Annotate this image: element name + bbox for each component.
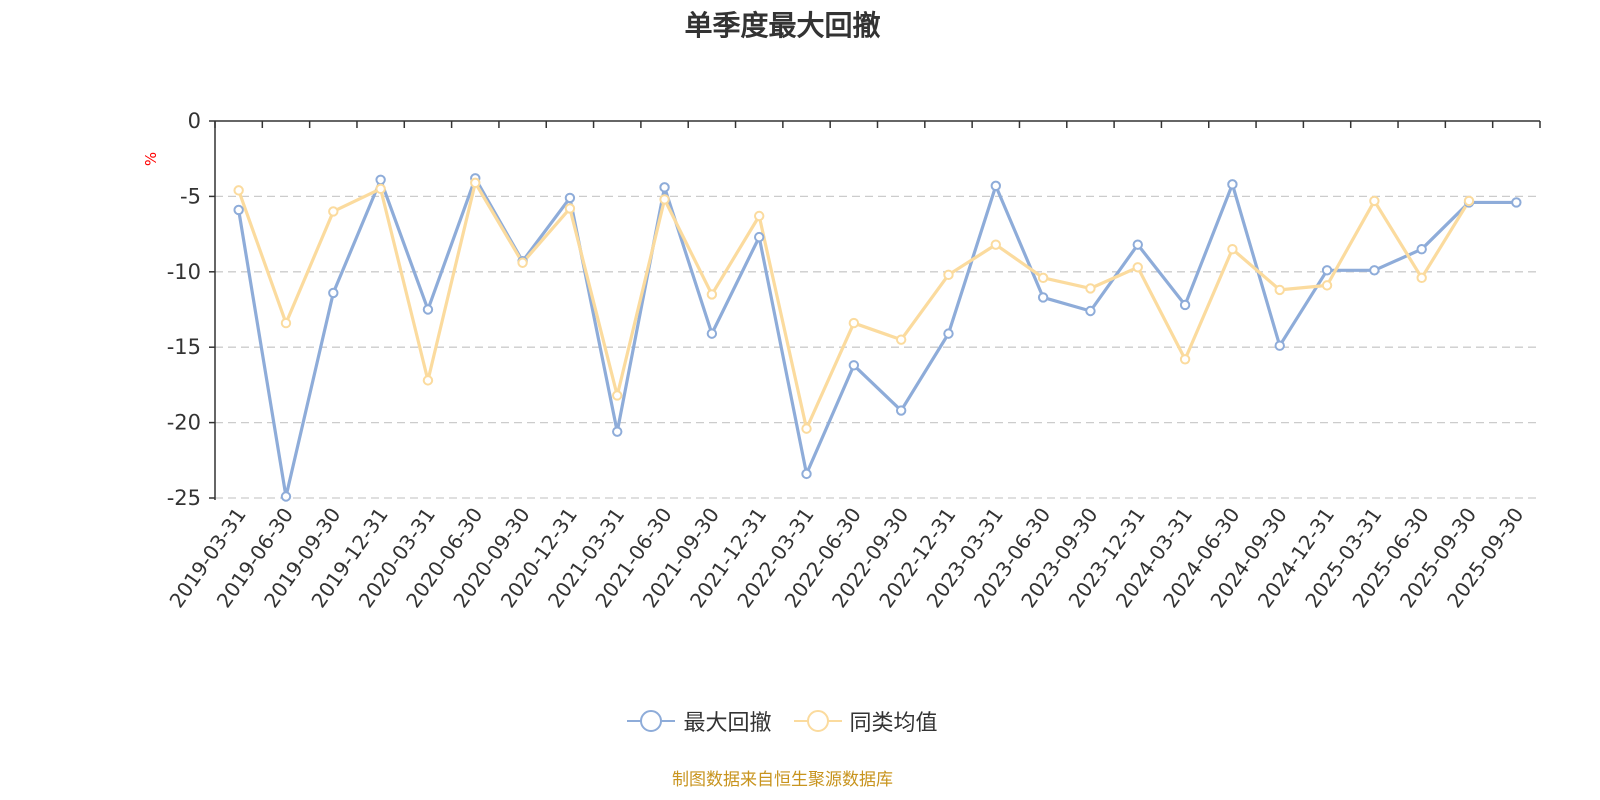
series-2-line [237,181,1471,431]
series-2-point[interactable] [470,177,481,189]
chart-title: 单季度最大回撤 [684,9,881,42]
y-tick-label: -15 [167,335,201,359]
series-1-point[interactable] [990,180,1002,192]
series-2-point[interactable] [706,289,718,300]
grid-lines [215,195,1540,499]
data-source-note: 制图数据来自恒生聚源数据库 [672,770,893,790]
series-2-point[interactable] [753,210,765,222]
series-2-point[interactable] [943,269,954,281]
series-1-point[interactable] [422,304,434,315]
series-1-point[interactable] [1274,340,1285,351]
series-2-point[interactable] [1416,272,1427,284]
series-2-point[interactable] [848,317,860,329]
series-2-point[interactable] [990,239,1002,250]
y-tick-labels: 0 -5 -10 -15 -20 -25 [167,109,201,510]
series-2-point[interactable] [1321,280,1333,291]
legend-item-series-1[interactable]: 最大回撤 [627,705,772,737]
series-1-point[interactable] [328,287,339,299]
y-tick-label: -5 [180,184,201,208]
legend-item-series-2[interactable]: 同类均值 [793,705,938,737]
series-2-point[interactable] [517,257,528,268]
series-2-point[interactable] [612,390,623,401]
series-2-point[interactable] [801,423,812,434]
series-1-point[interactable] [1037,292,1049,303]
series-2-point[interactable] [1179,354,1191,365]
axes [209,120,1541,500]
series-1-point[interactable] [753,231,765,243]
series-1-point[interactable] [659,182,670,193]
series-1-line [237,176,1517,499]
legend-series-2-label: 同类均值 [849,711,938,736]
series-1-point[interactable] [1511,197,1522,208]
series-2-point[interactable] [564,203,576,214]
series-1-point[interactable] [564,192,576,204]
series-2-point[interactable] [233,185,244,196]
legend-series-2-icon [793,709,842,733]
series-1-point[interactable] [706,328,718,339]
y-tick-label: -10 [167,260,201,284]
legend-series-1-label: 最大回撤 [683,711,772,736]
series-2-point[interactable] [1227,243,1238,255]
series-lines [237,176,1517,499]
series-1-point[interactable] [848,360,860,371]
x-tick-labels: 2019-03-312019-06-302019-09-302019-12-31… [164,503,1528,612]
series-1-point[interactable] [280,491,292,502]
series-2-point[interactable] [895,334,907,345]
y-tick-label: -25 [167,486,201,510]
legend: 最大回撤 同类均值 [0,705,1565,737]
series-2-point[interactable] [422,375,434,386]
y-tick-label: 0 [188,109,201,133]
series-2-point[interactable] [1369,195,1380,207]
series-2-point[interactable] [1132,262,1143,273]
series-1-point[interactable] [1321,265,1333,276]
series-1-point[interactable] [1227,179,1238,190]
series-2-point[interactable] [280,317,292,329]
series-2-point[interactable] [1274,284,1285,296]
series-1-point[interactable] [1085,305,1096,317]
series-2-point[interactable] [1085,283,1096,294]
series-2-point[interactable] [1463,195,1475,207]
series-2-point[interactable] [375,183,386,195]
series-1-point[interactable] [1369,265,1380,276]
series-2-point[interactable] [659,194,670,205]
y-tick-label: -20 [167,411,201,435]
series-1-point[interactable] [1416,243,1427,255]
series-1-point[interactable] [375,174,386,186]
series-2-point[interactable] [328,206,339,217]
series-1-point[interactable] [1132,239,1143,250]
series-2-point[interactable] [1037,272,1049,284]
legend-series-1-icon [627,709,676,733]
series-1-point[interactable] [801,468,812,480]
series-1-point[interactable] [943,328,954,339]
series-points [233,173,1522,502]
series-1-point[interactable] [233,204,244,216]
series-1-point[interactable] [612,426,623,437]
series-1-point[interactable] [895,405,907,416]
series-1-point[interactable] [1179,299,1191,311]
